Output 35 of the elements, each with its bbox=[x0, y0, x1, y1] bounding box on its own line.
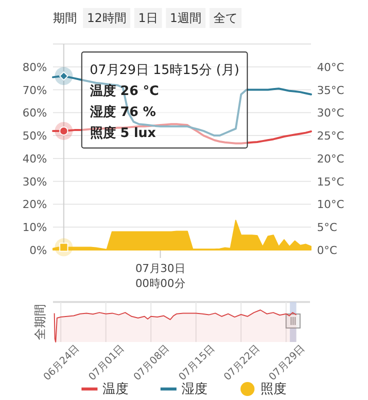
x-tick-label: 07月29日 bbox=[267, 343, 308, 384]
legend-label: 温度 bbox=[102, 381, 128, 397]
y2-tick-label: 10°C bbox=[317, 198, 344, 212]
annotation: 07月29日 15時15分 (月) 温度 26 °C 湿度 76 % 照度 5 lux bbox=[88, 63, 240, 141]
text: 1日 bbox=[138, 11, 158, 25]
x-tick-label: 07月15日 bbox=[177, 343, 218, 384]
y-axis-title: 全期間 bbox=[33, 304, 47, 340]
x-tick-label: 07月01日 bbox=[86, 343, 127, 384]
text: 12時間 bbox=[87, 11, 126, 25]
y2-tick-label: 40°C bbox=[317, 60, 344, 74]
y2-tick-label: 20°C bbox=[317, 152, 344, 166]
x-tick-label: 07月22日 bbox=[222, 343, 262, 384]
y2-tick-label: 25°C bbox=[317, 130, 344, 143]
y-tick-label: 60% bbox=[22, 106, 47, 120]
y2-tick-label: 0°C bbox=[317, 244, 338, 257]
text: 期間 bbox=[53, 11, 77, 25]
text: 07月30日 00時00分 bbox=[135, 262, 186, 290]
y2-tick-label: 5°C bbox=[317, 221, 338, 234]
y-tick-label: 50% bbox=[22, 130, 47, 143]
x-tick-label: 06月24日 bbox=[42, 343, 82, 384]
text: 全て bbox=[214, 11, 238, 25]
y2-tick-label: 35°C bbox=[317, 84, 344, 97]
y2-tick-label: 30°C bbox=[317, 106, 344, 120]
y-tick-label: 20% bbox=[22, 198, 47, 212]
x-tick-label: 07月08日 bbox=[132, 343, 172, 384]
y2-tick-label: 15°C bbox=[317, 175, 344, 188]
y-tick-label: 70% bbox=[22, 84, 47, 97]
text: 1週間 bbox=[170, 11, 202, 25]
y-tick-label: 80% bbox=[22, 60, 47, 74]
y-tick-label: 40% bbox=[22, 152, 47, 166]
legend-label: 湿度 bbox=[182, 381, 208, 397]
y-tick-label: 10% bbox=[22, 221, 47, 234]
y-tick-label: 30% bbox=[22, 175, 47, 188]
y-tick-label: 0% bbox=[30, 244, 47, 257]
legend-label: 照度 bbox=[260, 381, 286, 397]
